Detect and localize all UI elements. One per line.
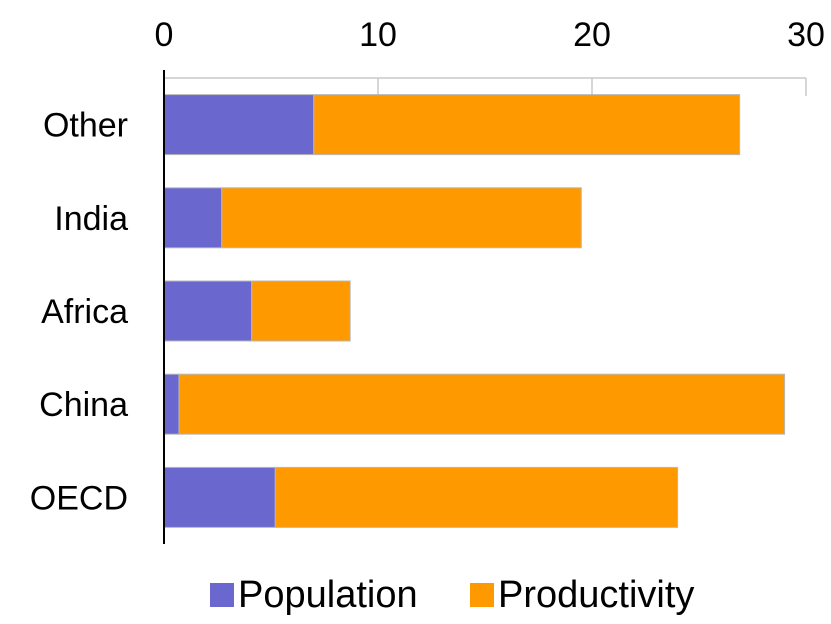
x-tick-label: 0	[155, 16, 174, 54]
bar-population-india	[163, 187, 223, 249]
category-label-other: Other	[43, 107, 128, 145]
x-tick-label: 30	[787, 16, 825, 54]
legend-swatch-population	[210, 583, 234, 607]
legend-label-productivity: Productivity	[498, 574, 694, 616]
bar-productivity-other	[313, 94, 741, 156]
legend-label-population: Population	[238, 574, 418, 616]
category-label-africa: Africa	[41, 293, 128, 331]
bar-population-oecd	[163, 466, 276, 528]
bar-population-china	[163, 373, 180, 435]
bar-productivity-africa	[251, 280, 351, 342]
category-label-china: China	[39, 386, 128, 424]
category-label-india: India	[54, 200, 128, 238]
bar-population-africa	[163, 280, 253, 342]
bar-productivity-china	[178, 373, 786, 435]
category-label-oecd: OECD	[30, 479, 128, 517]
bar-productivity-oecd	[274, 466, 679, 528]
legend-swatch-productivity	[470, 583, 494, 607]
bar-population-other	[163, 94, 315, 156]
x-tick-label: 10	[359, 16, 397, 54]
bar-productivity-india	[221, 187, 582, 249]
x-tick-label: 20	[573, 16, 611, 54]
